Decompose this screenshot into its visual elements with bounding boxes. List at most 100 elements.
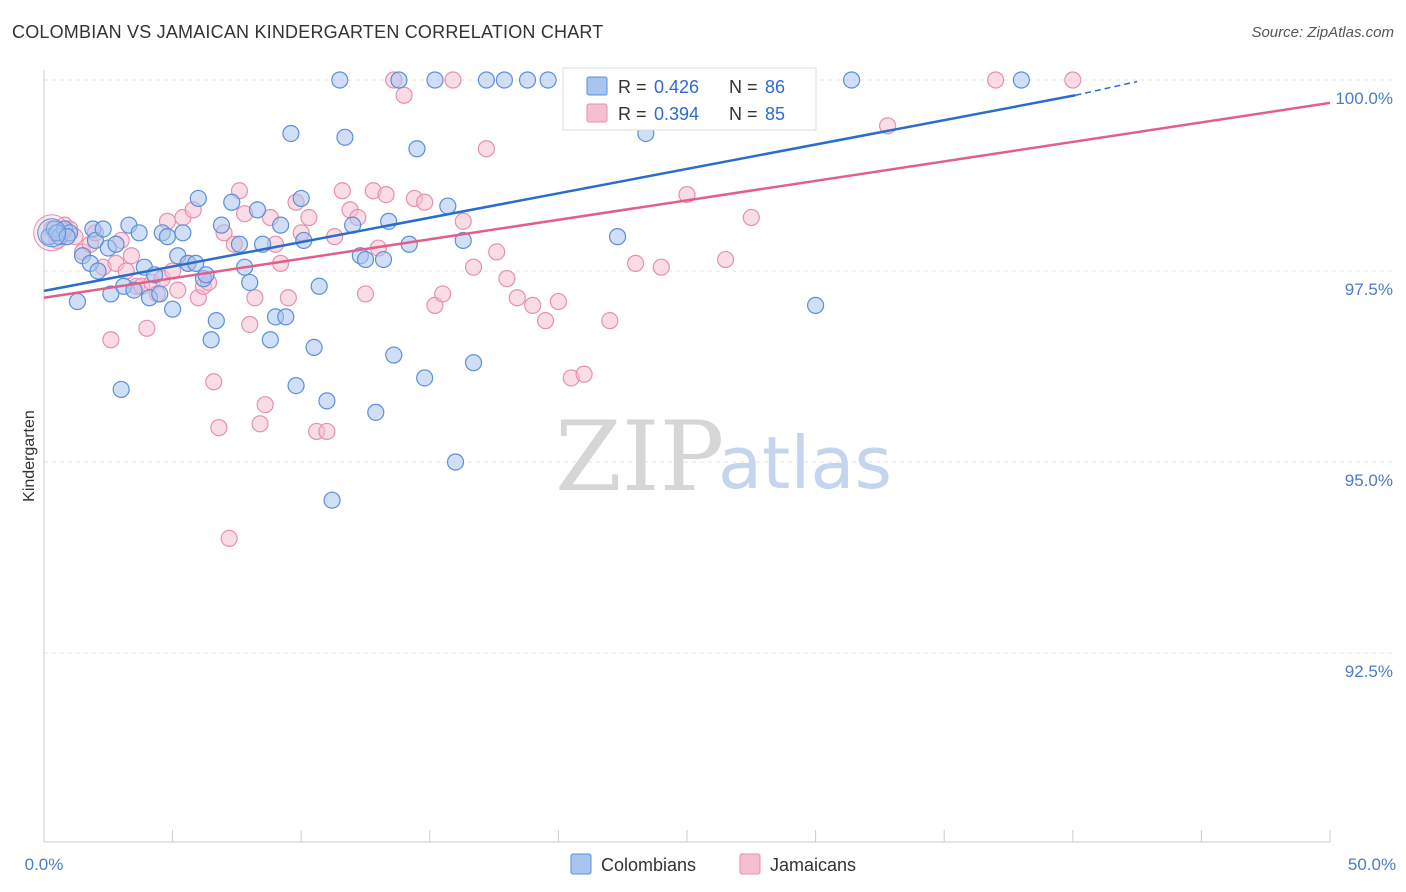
jamaican-point bbox=[464, 258, 483, 276]
colombian-point bbox=[248, 201, 267, 219]
jamaican-point bbox=[601, 312, 619, 330]
colombian-point bbox=[223, 193, 241, 211]
colombian-point bbox=[107, 235, 125, 253]
legend-jamaicans-swatch bbox=[739, 853, 761, 875]
colombian-point bbox=[207, 312, 225, 330]
jamaican-point bbox=[742, 208, 760, 227]
colombian-point bbox=[241, 273, 259, 292]
colombian-point bbox=[261, 331, 279, 349]
jamaican-point bbox=[434, 285, 452, 303]
source-label: Source: ZipAtlas.com bbox=[1251, 24, 1394, 41]
colombian-point bbox=[446, 453, 465, 471]
colombian-point bbox=[292, 189, 310, 208]
colombian-point bbox=[806, 296, 825, 314]
y-tick-label: 100.0% bbox=[1335, 89, 1393, 108]
colombians-trend-extension bbox=[1075, 80, 1138, 97]
colombian-point bbox=[89, 262, 107, 280]
colombian-point bbox=[164, 300, 182, 318]
y-tick-label: 97.5% bbox=[1345, 280, 1393, 299]
jamaican-point bbox=[246, 289, 264, 307]
colombian-point bbox=[608, 228, 627, 246]
jamaican-point bbox=[102, 331, 120, 349]
colombian-point-cluster bbox=[37, 218, 67, 248]
jamaicans-swatch bbox=[586, 103, 608, 123]
jamaican-point bbox=[220, 529, 238, 548]
colombian-point bbox=[305, 338, 323, 356]
jamaican-point bbox=[549, 292, 568, 311]
colombian-point bbox=[477, 71, 495, 89]
jamaicans-r-value: 0.394 bbox=[654, 104, 699, 124]
colombian-point bbox=[356, 250, 375, 269]
jamaican-point bbox=[1064, 71, 1082, 89]
jamaican-point bbox=[356, 285, 375, 303]
jamaicans-trend-line bbox=[43, 101, 1331, 299]
trend-lines bbox=[43, 80, 1331, 299]
jamaican-point bbox=[210, 419, 228, 437]
colombian-point bbox=[426, 71, 444, 89]
colombian-point bbox=[310, 277, 328, 295]
colombian-point bbox=[336, 128, 354, 146]
jamaican-point bbox=[575, 365, 593, 383]
jamaican-point bbox=[138, 319, 156, 337]
jamaican-point bbox=[251, 415, 269, 433]
jamaican-point bbox=[395, 86, 413, 104]
colombians-r-value: 0.426 bbox=[654, 77, 699, 97]
colombians-trend-line bbox=[43, 94, 1076, 293]
y-axis-label: Kindergarten bbox=[21, 410, 38, 502]
colombian-point bbox=[331, 71, 349, 89]
jamaican-point bbox=[318, 422, 336, 441]
jamaican-point bbox=[454, 212, 472, 230]
jamaicans-n-value: 85 bbox=[765, 104, 785, 124]
colombian-point bbox=[454, 231, 472, 250]
colombian-point bbox=[374, 250, 393, 269]
series-legend: Colombians Jamaicans bbox=[570, 853, 856, 875]
jamaican-point bbox=[488, 243, 506, 261]
colombian-point bbox=[202, 331, 220, 349]
watermark-atlas: atlas bbox=[718, 421, 892, 505]
watermark-zip: ZIP bbox=[555, 401, 724, 513]
jamaican-point bbox=[205, 373, 223, 391]
colombian-point bbox=[318, 392, 336, 410]
colombian-point bbox=[272, 216, 290, 234]
legend-colombians-label: Colombians bbox=[601, 855, 696, 875]
colombian-point bbox=[174, 224, 192, 242]
jamaican-point bbox=[508, 289, 526, 307]
jamaican-point bbox=[333, 182, 351, 200]
jamaican-point bbox=[256, 396, 274, 414]
colombian-point bbox=[277, 308, 295, 326]
colombian-point bbox=[495, 71, 513, 89]
colombian-point bbox=[125, 281, 143, 299]
colombian-point bbox=[408, 140, 426, 158]
jamaicans-n-label: N = bbox=[729, 104, 758, 124]
colombian-point bbox=[323, 491, 341, 509]
jamaican-point bbox=[377, 186, 395, 204]
y-tick-label: 95.0% bbox=[1345, 471, 1393, 490]
jamaican-point bbox=[444, 71, 462, 89]
jamaican-point bbox=[536, 312, 555, 330]
jamaican-point bbox=[300, 208, 318, 227]
colombian-point bbox=[390, 71, 408, 89]
y-tick-labels: 92.5% 95.0% 97.5% 100.0% bbox=[1335, 89, 1393, 681]
colombian-point bbox=[416, 369, 434, 387]
colombian-point bbox=[439, 197, 457, 215]
legend-colombians-swatch bbox=[570, 853, 592, 875]
jamaican-point bbox=[169, 281, 187, 299]
colombian-point bbox=[112, 380, 130, 399]
jamaicans-r-label: R = bbox=[618, 104, 647, 124]
colombians-points bbox=[37, 71, 1030, 509]
colombian-point bbox=[151, 285, 169, 303]
colombians-n-label: N = bbox=[729, 77, 758, 97]
y-tick-label: 92.5% bbox=[1345, 662, 1393, 681]
jamaican-point bbox=[652, 258, 670, 276]
x-ticks bbox=[43, 830, 1331, 842]
jamaican-point bbox=[498, 270, 516, 288]
stats-legend: R = 0.426 N = 86 R = 0.394 N = 85 bbox=[562, 67, 817, 131]
colombian-point bbox=[287, 377, 305, 395]
colombian-point bbox=[130, 224, 148, 242]
colombian-point bbox=[843, 71, 861, 89]
colombian-point bbox=[1012, 71, 1030, 89]
colombian-point bbox=[212, 216, 231, 234]
jamaican-point bbox=[416, 193, 434, 211]
colombians-swatch bbox=[586, 76, 608, 96]
